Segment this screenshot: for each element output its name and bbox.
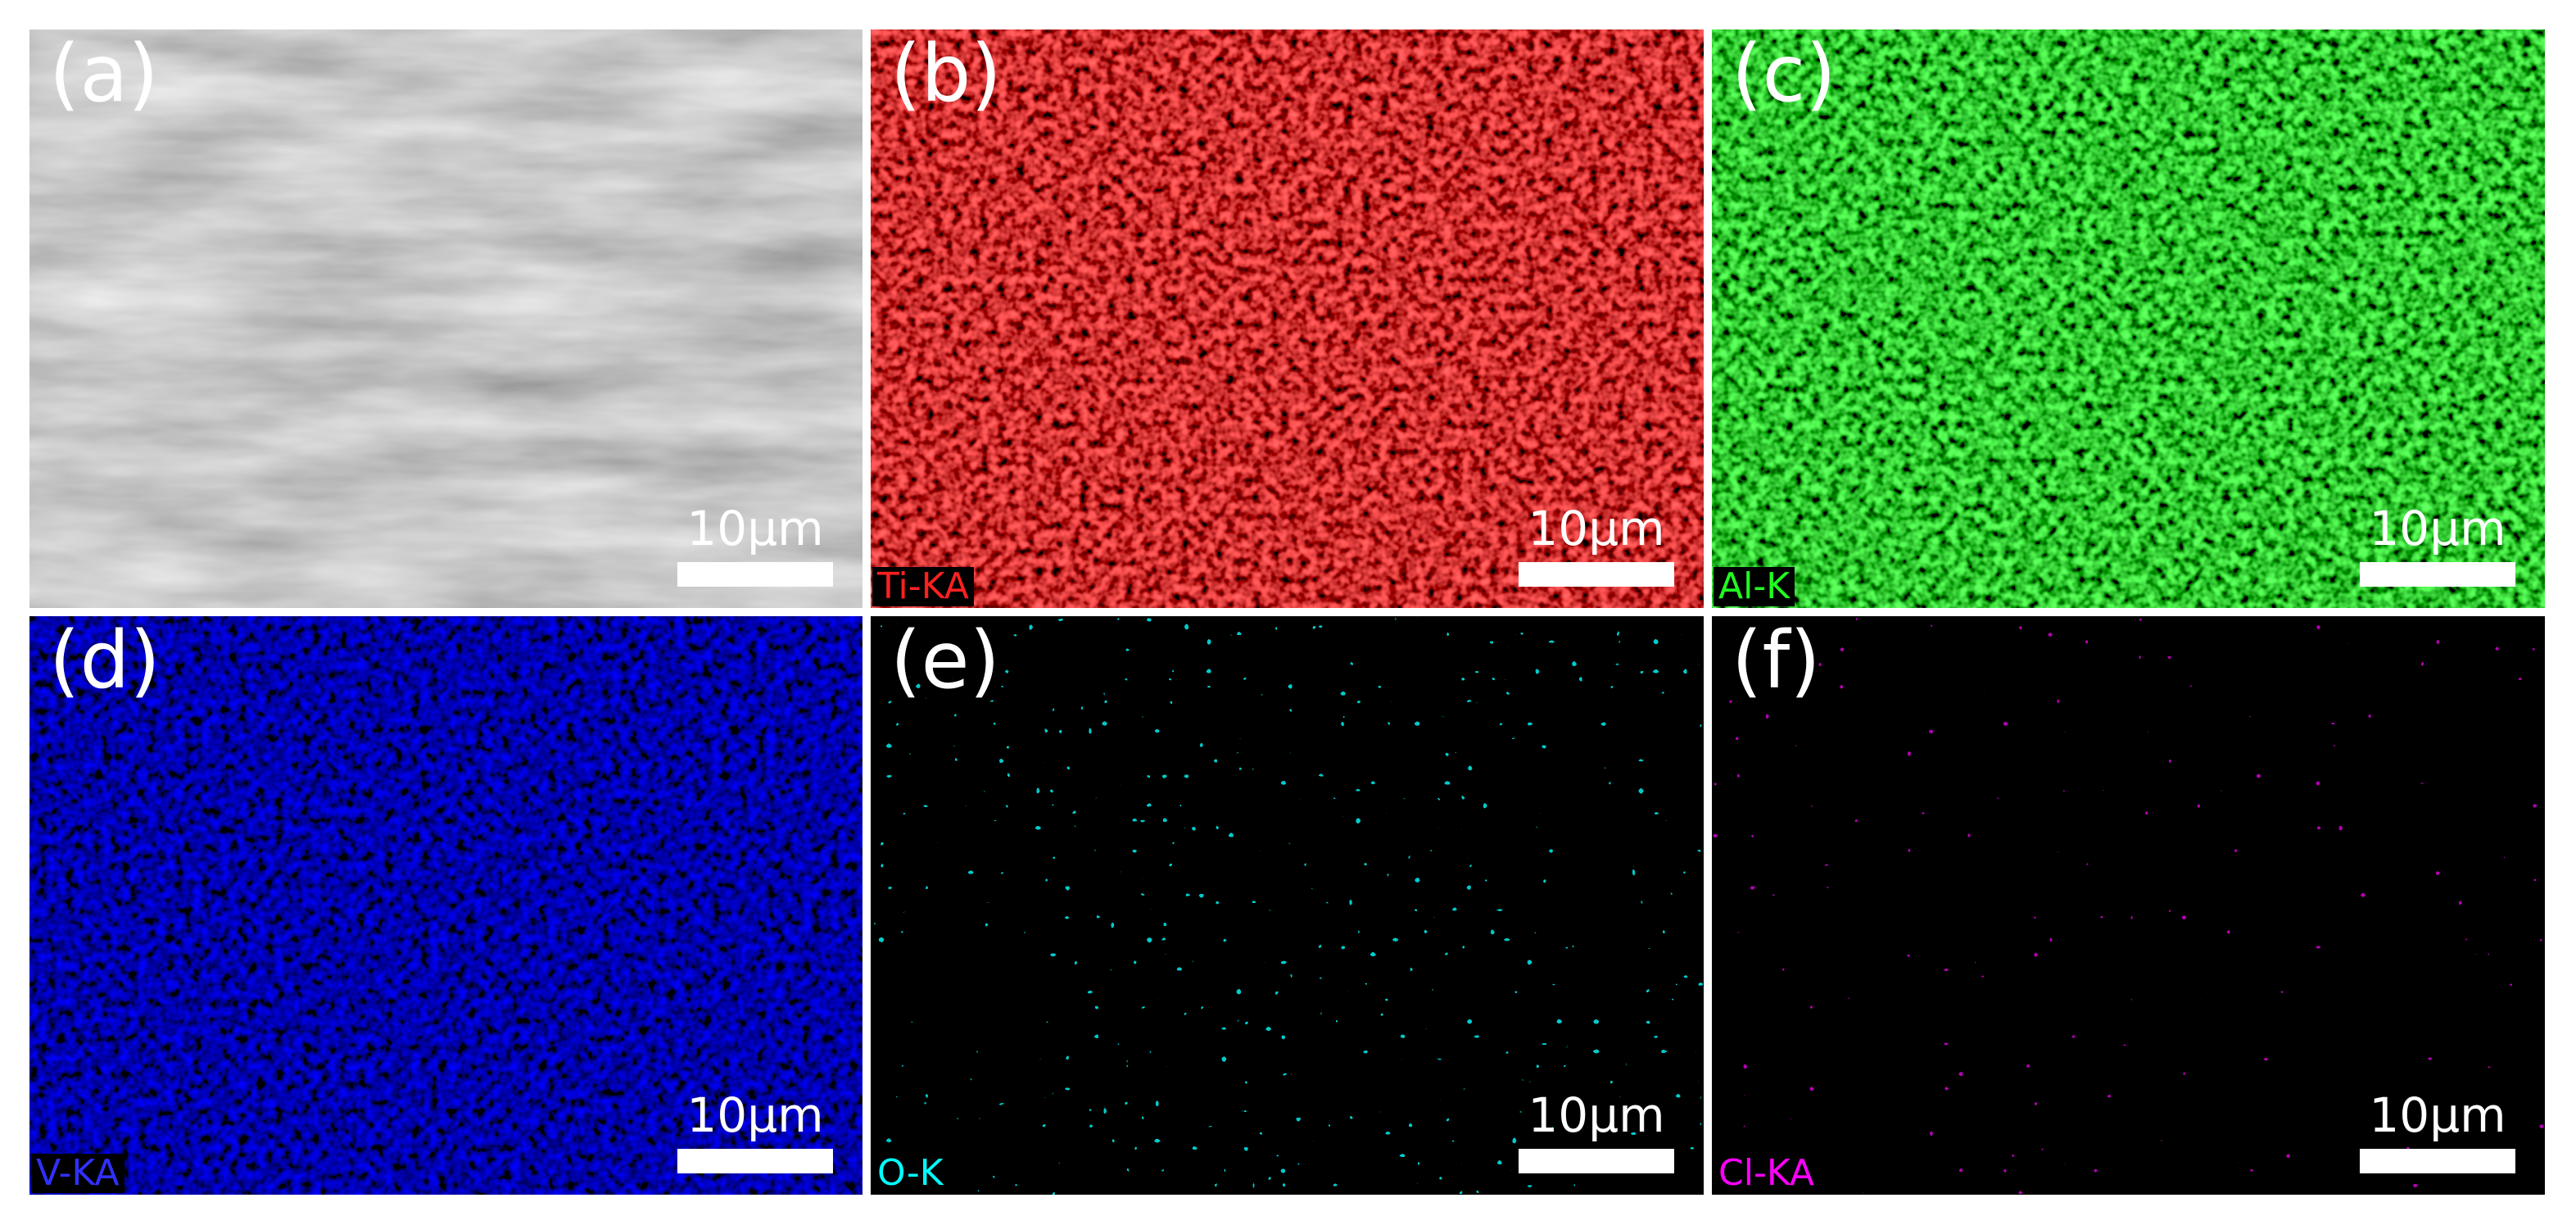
- micrograph: [29, 616, 862, 1195]
- scale-bar-label: 10μm: [1528, 1087, 1665, 1143]
- scale-bar: [1519, 1149, 1674, 1173]
- image-panel: (e) 10μm O-K: [871, 616, 1704, 1195]
- scale-bar: [677, 1149, 833, 1173]
- scale-bar: [677, 562, 833, 587]
- image-panel: (c) 10μm Al-K: [1712, 29, 2545, 608]
- micrograph: [1712, 29, 2545, 608]
- scale-bar: [2360, 562, 2515, 587]
- scale-bar-label: 10μm: [1528, 501, 1665, 556]
- image-panel: (f) 10μm Cl-KA: [1712, 616, 2545, 1195]
- texture: [1712, 616, 2545, 1195]
- element-label: Ti-KA: [872, 566, 974, 606]
- scale-bar-label: 10μm: [2369, 1087, 2506, 1143]
- element-label: V-KA: [31, 1153, 124, 1193]
- element-label: Cl-KA: [1714, 1153, 1820, 1193]
- scale-bar: [1519, 562, 1674, 587]
- texture: [1712, 29, 2545, 608]
- texture: [29, 29, 862, 608]
- panel-label: (a): [49, 29, 159, 120]
- panel-label: (e): [890, 616, 1000, 706]
- panel-label: (c): [1732, 29, 1836, 120]
- panel-label: (f): [1732, 616, 1821, 706]
- texture: [871, 616, 1704, 1195]
- image-panel: (d) 10μm V-KA: [29, 616, 862, 1195]
- scale-bar-label: 10μm: [2369, 501, 2506, 556]
- image-panel: (a) 10μm: [29, 29, 862, 608]
- panel-label: (b): [890, 29, 1002, 120]
- element-label: Al-K: [1714, 566, 1795, 606]
- panel-label: (d): [49, 616, 161, 706]
- scale-bar-label: 10μm: [686, 1087, 824, 1143]
- texture: [29, 616, 862, 1195]
- micrograph: [871, 616, 1704, 1195]
- micrograph: [1712, 616, 2545, 1195]
- image-panel: (b) 10μm Ti-KA: [871, 29, 1704, 608]
- scale-bar-label: 10μm: [686, 501, 824, 556]
- texture: [871, 29, 1704, 608]
- micrograph: [871, 29, 1704, 608]
- element-label: O-K: [872, 1153, 948, 1193]
- scale-bar: [2360, 1149, 2515, 1173]
- micrograph: [29, 29, 862, 608]
